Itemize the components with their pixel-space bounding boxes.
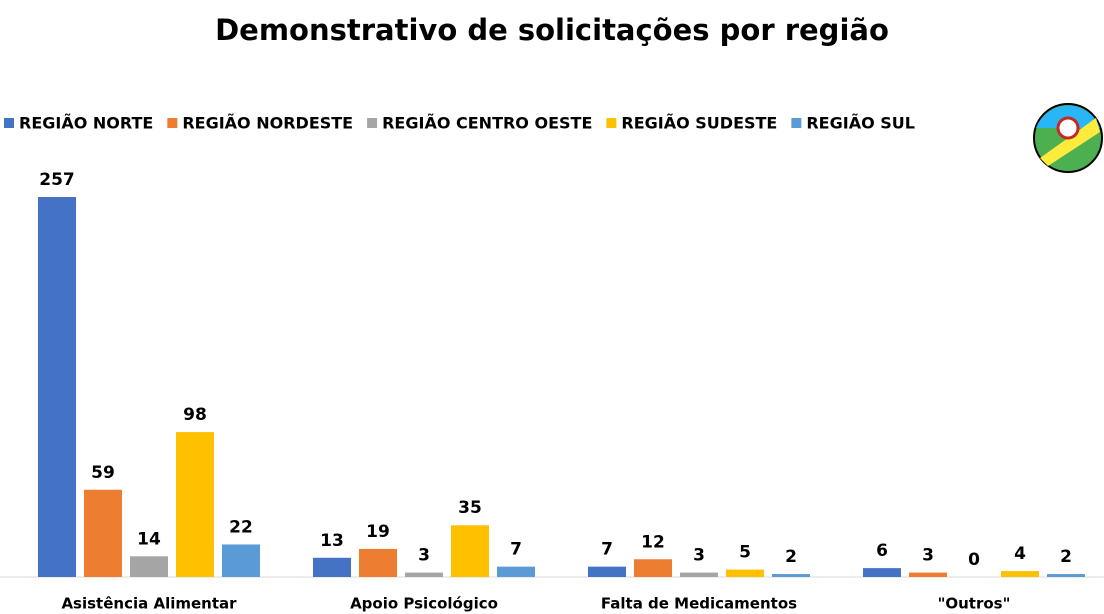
data-label: 3 (418, 546, 430, 566)
bar (38, 197, 76, 577)
legend-label: REGIÃO NORTE (19, 114, 153, 133)
data-label: 35 (458, 498, 482, 518)
bar (405, 572, 443, 577)
data-label: 4 (1014, 544, 1026, 564)
bar (772, 574, 810, 577)
bar (84, 489, 122, 577)
x-tick-label: "Outros" (938, 595, 1011, 613)
bar (359, 548, 397, 577)
data-label: 0 (968, 550, 980, 570)
bar (313, 557, 351, 577)
data-label: 98 (183, 405, 207, 425)
data-label: 19 (366, 522, 390, 542)
legend-swatch (4, 118, 14, 128)
legend-label: REGIÃO NORDESTE (182, 114, 353, 133)
data-label: 3 (693, 546, 705, 566)
data-label: 2 (1060, 547, 1072, 567)
legend-swatch (791, 118, 802, 128)
bar (451, 525, 489, 577)
chart-title: Demonstrativo de solicitações por região (215, 13, 889, 47)
legend-swatch (367, 118, 378, 128)
x-tick-label: Falta de Medicamentos (601, 595, 797, 613)
bar (909, 572, 947, 577)
data-label: 5 (739, 543, 751, 563)
bar (222, 544, 260, 577)
legend-swatch (606, 118, 617, 128)
bar (130, 556, 168, 577)
data-label: 13 (320, 531, 344, 551)
data-label: 7 (510, 540, 522, 560)
data-label: 7 (601, 540, 613, 560)
legend-label: REGIÃO SUL (806, 114, 915, 133)
bar (588, 566, 626, 577)
bar (1047, 574, 1085, 577)
legend-swatch (167, 118, 178, 128)
data-label: 257 (39, 170, 75, 190)
x-tick-label: Asistência Alimentar (61, 595, 237, 613)
bar (680, 572, 718, 577)
x-tick-label: Apoio Psicológico (350, 595, 498, 613)
data-label: 14 (137, 529, 161, 549)
logo (1033, 103, 1103, 173)
bar (726, 569, 764, 577)
data-label: 3 (922, 546, 934, 566)
bar (863, 568, 901, 577)
legend-label: REGIÃO CENTRO OESTE (382, 114, 592, 133)
data-label: 22 (229, 517, 253, 537)
data-label: 12 (641, 532, 665, 552)
legend-label: REGIÃO SUDESTE (621, 114, 777, 133)
data-label: 6 (876, 541, 888, 561)
bar (1001, 571, 1039, 577)
data-label: 59 (91, 463, 115, 483)
bar (497, 566, 535, 577)
bar (634, 559, 672, 577)
bar (176, 432, 214, 577)
data-label: 2 (785, 547, 797, 567)
